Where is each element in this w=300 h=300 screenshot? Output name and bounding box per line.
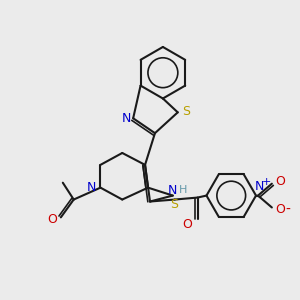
Text: N: N: [122, 112, 131, 125]
Text: H: H: [178, 184, 187, 195]
Text: O: O: [183, 218, 193, 231]
Text: O: O: [275, 175, 285, 188]
Text: N: N: [254, 180, 264, 193]
Text: +: +: [262, 177, 272, 187]
Text: O: O: [275, 203, 285, 216]
Text: S: S: [170, 198, 178, 211]
Text: -: -: [285, 202, 290, 216]
Text: S: S: [182, 105, 190, 118]
Text: N: N: [87, 181, 96, 194]
Text: N: N: [168, 184, 178, 197]
Text: O: O: [47, 213, 57, 226]
